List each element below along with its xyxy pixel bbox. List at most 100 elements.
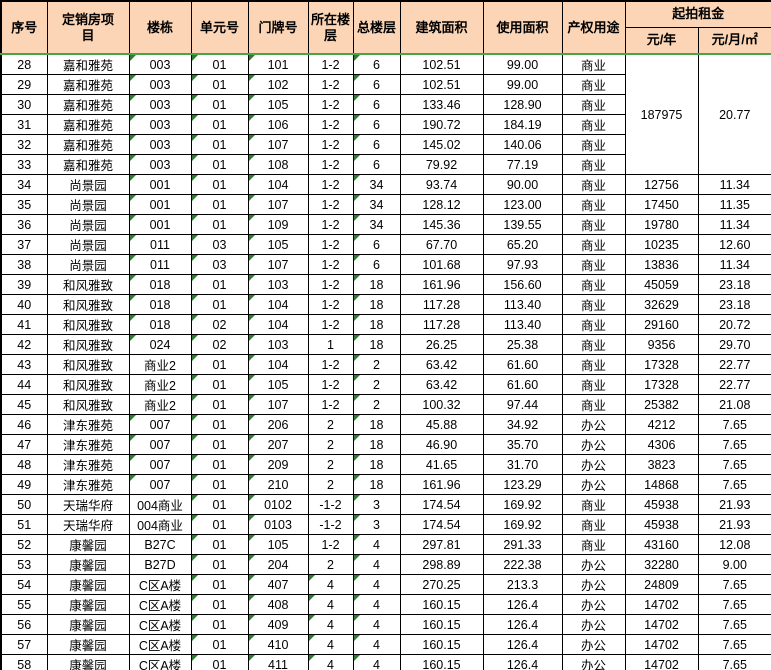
cell-rent-year[interactable]: 14702	[624, 594, 699, 615]
cell-door[interactable]: 105	[247, 534, 309, 555]
cell-door[interactable]: 107	[247, 394, 309, 415]
cell-unit[interactable]: 01	[190, 354, 249, 375]
cell-serial[interactable]: 38	[0, 254, 48, 275]
cell-build-area[interactable]: 93.74	[399, 174, 484, 195]
cell-unit[interactable]: 01	[190, 514, 249, 535]
header-total-floors[interactable]: 总楼层	[352, 0, 401, 55]
cell-floor[interactable]: 2	[307, 434, 354, 455]
cell-total-floors[interactable]: 18	[352, 294, 401, 315]
cell-total-floors[interactable]: 4	[352, 574, 401, 595]
cell-project[interactable]: 康馨园	[46, 594, 130, 615]
cell-use-area[interactable]: 99.00	[482, 53, 563, 75]
cell-rent-year[interactable]: 4306	[624, 434, 699, 455]
header-rent-year[interactable]: 元/年	[624, 26, 699, 55]
cell-serial[interactable]: 58	[0, 654, 48, 670]
cell-project[interactable]: 和风雅致	[46, 314, 130, 335]
cell-unit[interactable]: 01	[190, 194, 249, 215]
cell-total-floors[interactable]: 18	[352, 474, 401, 495]
cell-rent-year[interactable]: 10235	[624, 234, 699, 255]
cell-usage[interactable]: 办公	[561, 474, 626, 495]
cell-unit[interactable]: 02	[190, 334, 249, 355]
cell-floor[interactable]: 4	[307, 634, 354, 655]
cell-unit[interactable]: 02	[190, 314, 249, 335]
cell-total-floors[interactable]: 6	[352, 254, 401, 275]
cell-total-floors[interactable]: 4	[352, 534, 401, 555]
cell-serial[interactable]: 32	[0, 134, 48, 155]
cell-floor[interactable]: 1-2	[307, 294, 354, 315]
cell-total-floors[interactable]: 6	[352, 234, 401, 255]
cell-total-floors[interactable]: 18	[352, 454, 401, 475]
cell-project[interactable]: 和风雅致	[46, 374, 130, 395]
cell-building[interactable]: 024	[128, 334, 192, 355]
cell-build-area[interactable]: 67.70	[399, 234, 484, 255]
cell-serial[interactable]: 46	[0, 414, 48, 435]
cell-usage[interactable]: 办公	[561, 414, 626, 435]
cell-serial[interactable]: 37	[0, 234, 48, 255]
cell-door[interactable]: 109	[247, 214, 309, 235]
cell-build-area[interactable]: 174.54	[399, 494, 484, 515]
cell-usage[interactable]: 商业	[561, 354, 626, 375]
cell-rent-month[interactable]: 9.00	[697, 554, 771, 575]
cell-rent-year[interactable]: 45059	[624, 274, 699, 295]
cell-use-area[interactable]: 126.4	[482, 634, 563, 655]
cell-use-area[interactable]: 291.33	[482, 534, 563, 555]
cell-unit[interactable]: 01	[190, 634, 249, 655]
cell-building[interactable]: C区A楼	[128, 614, 192, 635]
cell-floor[interactable]: 2	[307, 474, 354, 495]
cell-usage[interactable]: 办公	[561, 614, 626, 635]
cell-usage[interactable]: 办公	[561, 574, 626, 595]
cell-door[interactable]: 209	[247, 454, 309, 475]
cell-unit[interactable]: 01	[190, 414, 249, 435]
cell-floor[interactable]: 1-2	[307, 154, 354, 175]
cell-floor[interactable]: 1-2	[307, 53, 354, 75]
cell-unit[interactable]: 01	[190, 74, 249, 95]
cell-serial[interactable]: 44	[0, 374, 48, 395]
cell-build-area[interactable]: 145.02	[399, 134, 484, 155]
cell-serial[interactable]: 39	[0, 274, 48, 295]
cell-building[interactable]: C区A楼	[128, 634, 192, 655]
cell-door[interactable]: 103	[247, 274, 309, 295]
cell-use-area[interactable]: 61.60	[482, 374, 563, 395]
cell-usage[interactable]: 商业	[561, 494, 626, 515]
cell-unit[interactable]: 01	[190, 174, 249, 195]
cell-build-area[interactable]: 41.65	[399, 454, 484, 475]
cell-rent-month[interactable]: 7.65	[697, 474, 771, 495]
cell-use-area[interactable]: 77.19	[482, 154, 563, 175]
cell-project[interactable]: 天瑞华府	[46, 494, 130, 515]
cell-use-area[interactable]: 140.06	[482, 134, 563, 155]
cell-unit[interactable]: 01	[190, 534, 249, 555]
cell-floor[interactable]: 1-2	[307, 394, 354, 415]
cell-floor[interactable]: 1-2	[307, 354, 354, 375]
cell-unit[interactable]: 01	[190, 614, 249, 635]
cell-door[interactable]: 204	[247, 554, 309, 575]
cell-unit[interactable]: 01	[190, 494, 249, 515]
cell-use-area[interactable]: 25.38	[482, 334, 563, 355]
cell-unit[interactable]: 01	[190, 114, 249, 135]
cell-door[interactable]: 106	[247, 114, 309, 135]
cell-building[interactable]: C区A楼	[128, 594, 192, 615]
cell-door[interactable]: 105	[247, 234, 309, 255]
cell-unit[interactable]: 01	[190, 554, 249, 575]
cell-serial[interactable]: 55	[0, 594, 48, 615]
cell-project[interactable]: 津东雅苑	[46, 414, 130, 435]
cell-serial[interactable]: 42	[0, 334, 48, 355]
cell-rent-month[interactable]: 21.08	[697, 394, 771, 415]
cell-project[interactable]: 康馨园	[46, 634, 130, 655]
cell-project[interactable]: 嘉和雅苑	[46, 134, 130, 155]
cell-total-floors[interactable]: 4	[352, 634, 401, 655]
cell-project[interactable]: 津东雅苑	[46, 474, 130, 495]
cell-serial[interactable]: 48	[0, 454, 48, 475]
cell-usage[interactable]: 商业	[561, 254, 626, 275]
cell-unit[interactable]: 01	[190, 294, 249, 315]
cell-build-area[interactable]: 117.28	[399, 314, 484, 335]
cell-use-area[interactable]: 156.60	[482, 274, 563, 295]
cell-unit[interactable]: 01	[190, 154, 249, 175]
cell-floor[interactable]: 1-2	[307, 314, 354, 335]
cell-use-area[interactable]: 222.38	[482, 554, 563, 575]
cell-use-area[interactable]: 126.4	[482, 614, 563, 635]
cell-build-area[interactable]: 160.15	[399, 654, 484, 670]
cell-floor[interactable]: 1-2	[307, 74, 354, 95]
cell-rent-year[interactable]: 32280	[624, 554, 699, 575]
cell-floor[interactable]: 1	[307, 334, 354, 355]
cell-rent-year[interactable]: 43160	[624, 534, 699, 555]
